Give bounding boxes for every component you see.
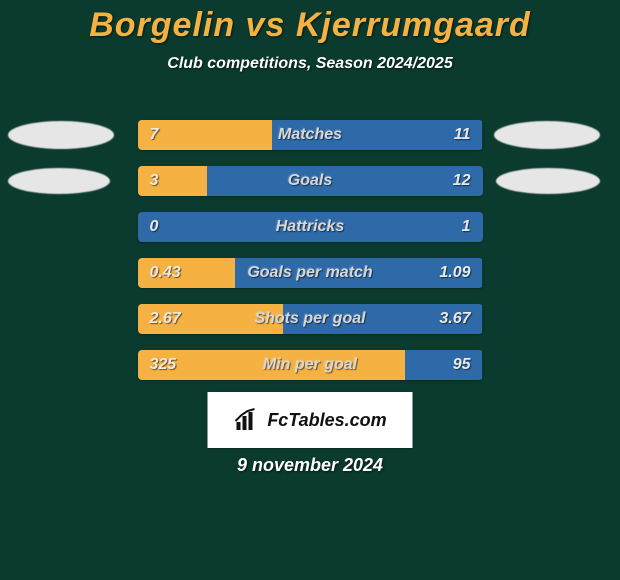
stat-bar-left-seg [138,304,283,334]
stat-rows: Matches711 Goals312 Hattricks01 Goals per m… [0,120,620,380]
stat-row: Goals312 [0,166,620,196]
player-ellipse-right [496,168,600,194]
stat-row: Shots per goal2.673.67 [0,304,620,334]
comparison-infographic: Borgelin vs Kjerrumgaard Club competitio… [0,0,620,580]
date-label: 9 november 2024 [0,455,620,476]
stat-bar-left-seg [138,120,272,150]
stat-bar: Matches711 [138,120,483,150]
stat-row: Matches711 [0,120,620,150]
stat-bar: Goals312 [138,166,483,196]
stat-row: Goals per match0.431.09 [0,258,620,288]
stat-bar: Shots per goal2.673.67 [138,304,483,334]
stat-bar-right-seg [235,258,482,288]
stat-bar-right-seg [207,166,483,196]
stat-bar: Hattricks01 [138,212,483,242]
bar-chart-icon [233,406,261,434]
stat-bar-right-seg [138,212,483,242]
brand-text: FcTables.com [267,410,386,431]
stat-bar-left-seg [138,166,207,196]
player-ellipse-left [8,168,110,194]
stat-row: Hattricks01 [0,212,620,242]
stat-bar: Min per goal32595 [138,350,483,380]
stat-bar-left-seg [138,258,236,288]
player-ellipse-left [8,121,114,149]
stat-row: Min per goal32595 [0,350,620,380]
page-title: Borgelin vs Kjerrumgaard [0,0,620,45]
subtitle: Club competitions, Season 2024/2025 [0,55,620,73]
stat-bar-right-seg [272,120,483,150]
stat-bar-left-seg [138,350,405,380]
stat-bar-right-seg [283,304,483,334]
player-ellipse-right [494,121,600,149]
brand-badge: FcTables.com [208,392,413,448]
stat-bar: Goals per match0.431.09 [138,258,483,288]
stat-bar-right-seg [405,350,483,380]
